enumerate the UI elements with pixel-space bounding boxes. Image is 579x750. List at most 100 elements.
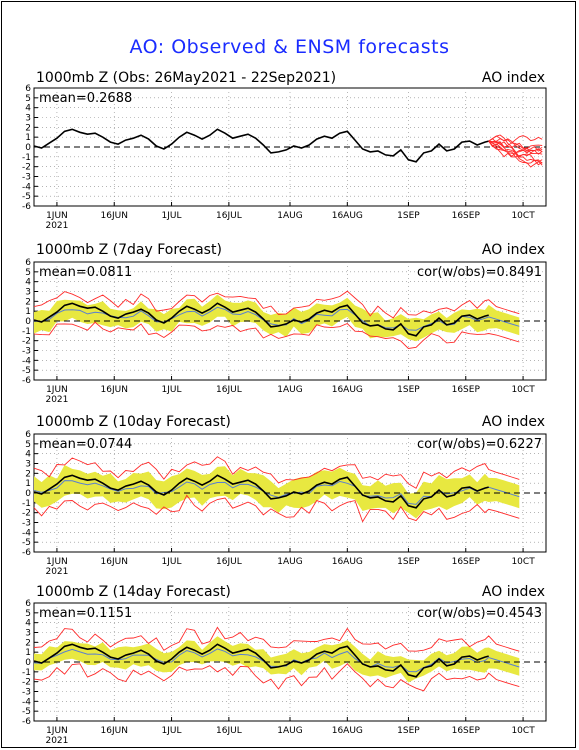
observed-series-line bbox=[33, 474, 489, 509]
x-tick-label: 1SEP bbox=[397, 211, 420, 221]
x-tick-label: 16JUN bbox=[101, 726, 128, 736]
y-tick-label: -4 bbox=[22, 182, 31, 192]
x-tick-label: 16SEP bbox=[452, 557, 481, 567]
x-tick-label: 1JUN bbox=[46, 211, 68, 221]
x-tick-label: 16AUG bbox=[332, 385, 363, 395]
y-tick-label: -2 bbox=[22, 337, 31, 347]
spread-band bbox=[34, 294, 520, 342]
y-tick-label: -5 bbox=[22, 707, 31, 717]
y-tick-label: -3 bbox=[22, 173, 31, 183]
x-tick-label: 16JUN bbox=[101, 557, 128, 567]
spread-band bbox=[34, 465, 520, 519]
y-tick-label: 1 bbox=[25, 648, 31, 658]
x-tick-label: 10CT bbox=[511, 726, 535, 736]
x-tick-label: 16AUG bbox=[332, 211, 363, 221]
observed-series-line bbox=[33, 302, 489, 337]
y-tick-label: -1 bbox=[22, 153, 31, 163]
y-tick-label: 0 bbox=[25, 317, 31, 327]
y-tick-label: 2 bbox=[25, 123, 31, 133]
x-tick-label: 16JUL bbox=[216, 557, 242, 567]
panel-index-label: AO index bbox=[482, 414, 545, 430]
forecast-member-line bbox=[488, 138, 543, 152]
y-tick-label: 3 bbox=[25, 114, 31, 124]
x-tick-label: 1JUL bbox=[162, 726, 182, 736]
y-tick-label: 4 bbox=[25, 450, 31, 460]
observed-series-line bbox=[33, 128, 489, 163]
y-tick-label: -5 bbox=[22, 538, 31, 548]
y-tick-label: -6 bbox=[22, 717, 31, 727]
mean-label: mean=0.0811 bbox=[39, 265, 132, 280]
forecast-member-line bbox=[488, 135, 543, 154]
y-tick-label: 1 bbox=[25, 479, 31, 489]
correlation-label: cor(w/obs)=0.6227 bbox=[417, 437, 542, 452]
y-tick-label: -3 bbox=[22, 347, 31, 357]
y-tick-label: 0 bbox=[25, 143, 31, 153]
ensemble-max-line bbox=[33, 456, 520, 489]
x-tick-label: 10CT bbox=[511, 385, 535, 395]
x-tick-label: 1JUN bbox=[46, 385, 68, 395]
y-tick-label: -1 bbox=[22, 327, 31, 337]
panel-title: 1000mb Z (14day Forecast) bbox=[36, 584, 231, 600]
x-tick-label: 16JUL bbox=[216, 211, 242, 221]
x-tick-label: 16JUN bbox=[101, 211, 128, 221]
y-tick-label: 5 bbox=[25, 440, 31, 450]
panel-index-label: AO index bbox=[482, 70, 545, 86]
x-tick-label: 1JUN bbox=[46, 557, 68, 567]
x-tick-label: 10CT bbox=[511, 557, 535, 567]
y-tick-label: 2 bbox=[25, 297, 31, 307]
x-tick-label: 16SEP bbox=[452, 385, 481, 395]
y-tick-label: 4 bbox=[25, 278, 31, 288]
y-tick-label: 6 bbox=[25, 599, 31, 609]
spread-band bbox=[34, 636, 520, 683]
y-tick-label: 5 bbox=[25, 94, 31, 104]
forecast-member-line bbox=[488, 138, 543, 155]
x-tick-label: 16AUG bbox=[332, 557, 363, 567]
observed-series-line bbox=[33, 643, 489, 678]
forecast-member-line bbox=[488, 134, 543, 164]
x-tick-label: 16JUL bbox=[216, 385, 242, 395]
y-tick-label: 5 bbox=[25, 268, 31, 278]
x-tick-label: 1AUG bbox=[277, 726, 302, 736]
panel-index-label: AO index bbox=[482, 584, 545, 600]
x-tick-year-label: 2021 bbox=[45, 736, 68, 746]
y-tick-label: -6 bbox=[22, 376, 31, 386]
panel-index-label: AO index bbox=[482, 242, 545, 258]
y-tick-label: -2 bbox=[22, 509, 31, 519]
y-tick-label: 2 bbox=[25, 469, 31, 479]
x-tick-label: 1SEP bbox=[397, 385, 420, 395]
y-tick-label: -4 bbox=[22, 528, 31, 538]
y-tick-label: -6 bbox=[22, 548, 31, 558]
x-tick-label: 1JUL bbox=[162, 211, 182, 221]
y-tick-label: 0 bbox=[25, 489, 31, 499]
mean-label: mean=0.1151 bbox=[39, 606, 132, 621]
x-tick-label: 1JUL bbox=[162, 557, 182, 567]
ensemble-min-line bbox=[33, 494, 520, 523]
y-tick-label: 4 bbox=[25, 619, 31, 629]
panel-title: 1000mb Z (7day Forecast) bbox=[36, 242, 222, 258]
x-tick-label: 1SEP bbox=[397, 557, 420, 567]
y-tick-label: -1 bbox=[22, 499, 31, 509]
forecast-member-line bbox=[488, 140, 543, 166]
y-tick-label: 4 bbox=[25, 104, 31, 114]
x-tick-label: 16SEP bbox=[452, 211, 481, 221]
y-tick-label: 1 bbox=[25, 133, 31, 143]
y-tick-label: -1 bbox=[22, 668, 31, 678]
panel-title: 1000mb Z (Obs: 26May2021 - 22Sep2021) bbox=[36, 70, 336, 86]
mean-label: mean=0.0744 bbox=[39, 437, 132, 452]
x-tick-year-label: 2021 bbox=[45, 395, 68, 405]
y-tick-label: -4 bbox=[22, 356, 31, 366]
forecast-member-line bbox=[488, 135, 543, 149]
x-tick-label: 1AUG bbox=[277, 385, 302, 395]
x-tick-label: 1JUN bbox=[46, 726, 68, 736]
x-tick-year-label: 2021 bbox=[45, 221, 68, 231]
y-tick-label: 6 bbox=[25, 430, 31, 440]
x-tick-label: 16AUG bbox=[332, 726, 363, 736]
x-tick-label: 1SEP bbox=[397, 726, 420, 736]
y-tick-label: 3 bbox=[25, 629, 31, 639]
y-tick-label: -5 bbox=[22, 192, 31, 202]
x-tick-label: 16JUL bbox=[216, 726, 242, 736]
x-tick-label: 10CT bbox=[511, 211, 535, 221]
y-tick-label: 5 bbox=[25, 609, 31, 619]
y-tick-label: -5 bbox=[22, 366, 31, 376]
